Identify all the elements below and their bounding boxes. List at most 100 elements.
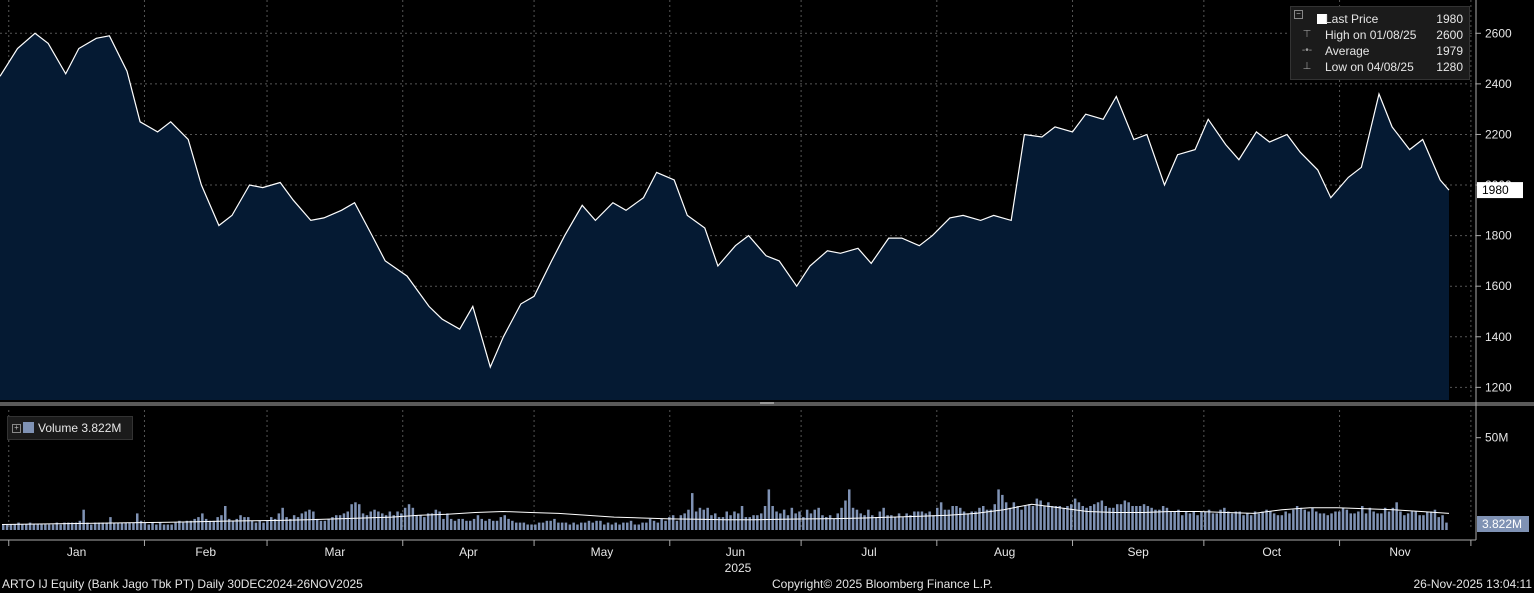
volume-bar — [687, 509, 690, 530]
volume-bar — [1353, 513, 1356, 530]
volume-bar — [1269, 511, 1272, 530]
legend-label: High on 01/08/25 — [1325, 28, 1417, 42]
volume-bar — [1188, 513, 1192, 530]
volume-bar — [1349, 513, 1352, 530]
legend-collapse-icon[interactable]: − — [1294, 10, 1303, 19]
volume-bar — [985, 509, 989, 530]
footer-security-description: ARTO IJ Equity (Bank Jago Tbk PT) Daily … — [2, 577, 363, 591]
volume-bar — [648, 518, 652, 530]
volume-bar — [197, 517, 200, 530]
volume-bar — [932, 515, 935, 530]
volume-bar — [733, 511, 736, 530]
volume-bar — [281, 507, 284, 530]
volume-bar — [1315, 511, 1318, 530]
legend-label: Average — [1325, 44, 1370, 58]
volume-bar — [1295, 506, 1299, 530]
volume-bar — [78, 520, 82, 530]
volume-bar — [5, 524, 9, 530]
low-marker-icon: ⊥ — [1302, 61, 1312, 72]
volume-bar — [1422, 515, 1425, 530]
volume-legend: + Volume 3.822M — [7, 416, 133, 440]
volume-bar — [235, 518, 238, 530]
volume-bar — [1326, 515, 1329, 530]
legend-value: 1979 — [1436, 44, 1463, 58]
legend-label: Last Price — [1325, 12, 1379, 26]
y-tick-label: 1800 — [1485, 229, 1512, 243]
volume-bar — [522, 522, 526, 530]
volume-bar — [331, 517, 334, 530]
volume-bar — [1016, 506, 1019, 530]
volume-bar — [1161, 506, 1165, 530]
volume-bar — [1096, 502, 1100, 530]
volume-bar — [354, 502, 357, 530]
volume-bar — [132, 522, 135, 530]
volume-bar — [660, 518, 663, 530]
volume-bar — [1039, 500, 1042, 530]
volume-bar — [568, 524, 572, 530]
volume-bar — [1372, 511, 1375, 530]
volume-bar — [1376, 513, 1379, 530]
volume-bar — [1192, 511, 1195, 530]
volume-bar — [599, 520, 602, 530]
volume-bar — [361, 513, 365, 530]
volume-bar — [136, 513, 139, 530]
volume-bar — [779, 513, 782, 530]
volume-bar — [247, 517, 250, 530]
volume-bar — [86, 522, 89, 530]
volume-bar — [1433, 509, 1437, 530]
volume-bar — [258, 520, 261, 530]
volume-bar — [1020, 509, 1023, 530]
volume-bar — [507, 518, 510, 530]
volume-bar — [319, 520, 323, 530]
volume-bar — [97, 522, 101, 530]
volume-bar — [1004, 502, 1008, 530]
volume-bar — [472, 518, 476, 530]
volume-bar — [1054, 506, 1058, 530]
volume-bar — [434, 509, 438, 530]
volume-bar — [1253, 511, 1257, 530]
volume-bar — [1077, 502, 1081, 530]
volume-bar — [1123, 500, 1127, 530]
volume-bar — [128, 522, 131, 530]
volume-bar — [1441, 515, 1444, 530]
volume-bar — [1066, 506, 1069, 530]
volume-bar — [832, 518, 836, 530]
volume-bar — [1380, 513, 1383, 530]
volume-bar — [1426, 511, 1429, 530]
volume-bar — [1307, 511, 1310, 530]
volume-bar — [492, 520, 495, 530]
volume-bar — [174, 522, 177, 530]
volume-bar — [411, 507, 415, 530]
legend-expand-icon[interactable]: + — [12, 424, 21, 433]
volume-last-marker-label: 3.822M — [1482, 517, 1522, 531]
volume-bar — [744, 517, 748, 530]
volume-bar — [882, 507, 885, 530]
volume-bar — [595, 520, 598, 530]
volume-bar — [706, 507, 709, 530]
volume-bar — [9, 524, 13, 530]
volume-bar — [863, 515, 866, 530]
volume-bar — [40, 524, 43, 530]
volume-bar — [786, 515, 790, 530]
volume-bar — [446, 513, 449, 530]
volume-bar — [250, 520, 254, 530]
y-tick-label: 50M — [1485, 431, 1508, 445]
volume-bar — [101, 522, 104, 530]
volume-bar — [1299, 507, 1303, 530]
volume-bar — [1008, 507, 1012, 530]
volume-bar — [25, 524, 28, 530]
volume-bar — [461, 518, 464, 530]
volume-bar — [36, 524, 39, 530]
volume-bar — [1211, 513, 1215, 530]
volume-bar — [622, 522, 625, 530]
volume-bar — [327, 518, 330, 530]
volume-bar — [449, 518, 453, 530]
volume-bar — [989, 509, 993, 530]
volume-bar — [1073, 498, 1077, 530]
x-tick-label: Feb — [195, 545, 216, 559]
volume-bar — [1070, 504, 1073, 530]
volume-bar — [760, 513, 763, 530]
volume-bar — [1341, 507, 1345, 530]
footer-copyright: Copyright© 2025 Bloomberg Finance L.P. — [772, 577, 993, 591]
volume-bar — [886, 515, 889, 530]
